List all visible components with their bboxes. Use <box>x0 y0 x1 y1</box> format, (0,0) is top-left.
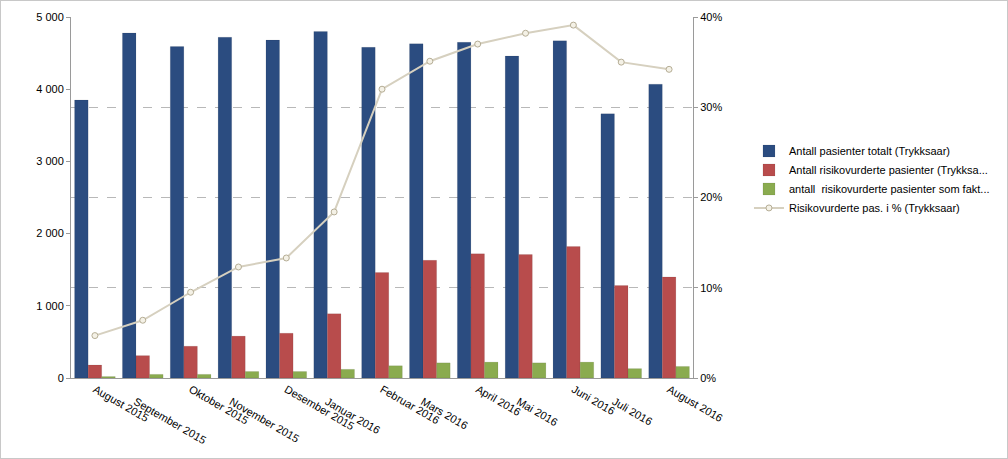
svg-text:April 2016: April 2016 <box>474 383 523 418</box>
svg-text:Juli 2016: Juli 2016 <box>610 395 654 427</box>
svg-text:0: 0 <box>58 372 64 384</box>
svg-text:Risikovurderte pas. i % (Trykk: Risikovurderte pas. i % (Trykksaar) <box>789 202 960 214</box>
svg-text:August 2015: August 2015 <box>91 383 151 424</box>
svg-text:10%: 10% <box>700 282 722 294</box>
svg-text:August 2016: August 2016 <box>665 383 725 424</box>
svg-text:antall risikovurderte pasient: antall risikovurderte pasienter som fakt… <box>789 183 990 195</box>
svg-text:40%: 40% <box>700 11 722 23</box>
svg-text:Februar 2016: Februar 2016 <box>378 383 441 426</box>
svg-text:4 000: 4 000 <box>36 83 64 95</box>
svg-text:3 000: 3 000 <box>36 155 64 167</box>
svg-text:Antall risikovurderte pasiente: Antall risikovurderte pasienter (Trykksa… <box>789 164 988 176</box>
svg-text:Januar 2016: Januar 2016 <box>323 395 382 436</box>
svg-text:20%: 20% <box>700 191 722 203</box>
svg-text:Juni 2016: Juni 2016 <box>570 383 617 417</box>
svg-text:September 2015: September 2015 <box>132 395 208 446</box>
svg-text:Desember 2015: Desember 2015 <box>283 383 357 433</box>
svg-text:Mai 2016: Mai 2016 <box>515 395 560 428</box>
svg-text:Oktober 2015: Oktober 2015 <box>187 383 251 427</box>
svg-text:0%: 0% <box>700 372 716 384</box>
svg-text:1 000: 1 000 <box>36 300 64 312</box>
svg-text:30%: 30% <box>700 101 722 113</box>
svg-text:5 000: 5 000 <box>36 11 64 23</box>
svg-text:November 2015: November 2015 <box>228 395 302 445</box>
svg-text:Mars 2016: Mars 2016 <box>419 395 470 431</box>
svg-text:Antall pasienter totalt (Trykk: Antall pasienter totalt (Trykksaar) <box>789 145 950 157</box>
svg-text:2 000: 2 000 <box>36 227 64 239</box>
